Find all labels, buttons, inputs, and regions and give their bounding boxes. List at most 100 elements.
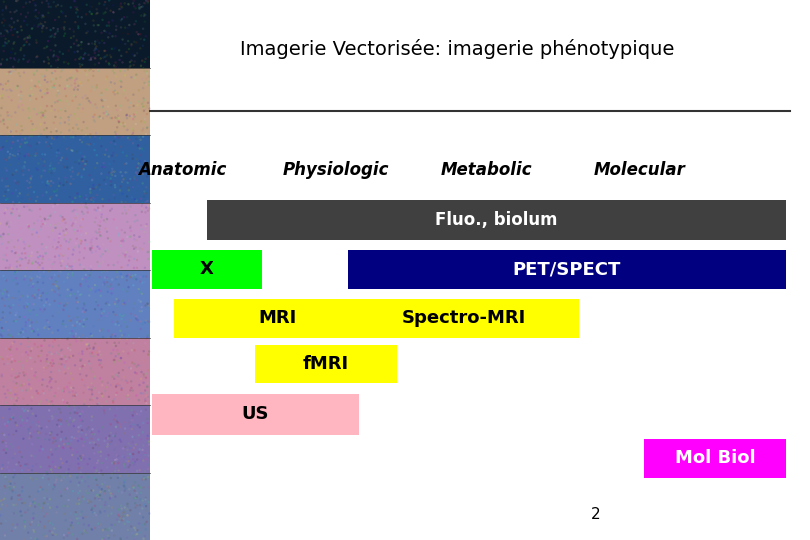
Point [112, 231, 125, 240]
Point [24, 259, 37, 268]
Point [0, 35, 12, 43]
Point [113, 334, 126, 343]
Point [66, 375, 79, 383]
Point [71, 104, 84, 112]
Point [79, 19, 92, 28]
Point [121, 168, 134, 177]
Point [52, 326, 65, 335]
Point [70, 508, 83, 517]
Point [6, 79, 19, 88]
Point [100, 338, 113, 347]
Point [64, 68, 77, 76]
Point [100, 273, 113, 282]
Point [3, 389, 16, 397]
Point [79, 307, 92, 316]
Point [28, 372, 41, 380]
Point [2, 355, 15, 363]
Point [139, 17, 151, 26]
Point [83, 272, 96, 280]
Point [137, 146, 150, 154]
Point [32, 254, 45, 263]
Point [79, 277, 92, 286]
Point [2, 326, 15, 334]
Point [2, 28, 15, 37]
Point [127, 359, 140, 368]
Point [129, 51, 142, 59]
Point [63, 316, 76, 325]
Point [43, 462, 56, 470]
Point [90, 10, 103, 18]
Point [0, 29, 7, 38]
Point [130, 155, 143, 164]
Point [26, 374, 39, 382]
Point [137, 98, 150, 106]
Point [8, 449, 21, 458]
Point [49, 16, 62, 24]
Point [14, 292, 27, 301]
Point [3, 483, 16, 491]
Point [135, 289, 148, 298]
Point [35, 347, 48, 355]
Point [54, 346, 67, 355]
Point [23, 434, 36, 443]
Point [32, 253, 45, 262]
Point [112, 372, 125, 381]
Point [4, 9, 17, 18]
Point [43, 267, 56, 276]
Point [65, 75, 78, 84]
Point [25, 391, 38, 400]
Point [56, 217, 69, 225]
Point [100, 51, 113, 59]
Point [46, 327, 59, 336]
Point [36, 70, 49, 78]
Point [45, 69, 58, 77]
Point [64, 289, 77, 298]
Point [112, 338, 125, 347]
Point [17, 368, 30, 377]
Point [19, 386, 32, 395]
Point [36, 13, 49, 22]
Point [83, 271, 96, 280]
Point [117, 90, 130, 99]
Point [128, 245, 141, 253]
Point [52, 272, 65, 280]
Point [40, 316, 53, 325]
Point [55, 360, 68, 369]
Point [23, 429, 36, 437]
Point [141, 383, 154, 391]
Point [117, 148, 130, 157]
Point [87, 85, 100, 94]
Point [61, 440, 74, 448]
Point [19, 254, 32, 262]
Point [88, 430, 101, 438]
FancyBboxPatch shape [0, 202, 150, 270]
Point [46, 401, 59, 409]
Point [135, 99, 148, 108]
Point [57, 226, 70, 235]
Point [5, 67, 18, 76]
Point [92, 47, 105, 56]
Point [89, 100, 102, 109]
Point [141, 172, 154, 181]
Point [84, 364, 97, 373]
Point [109, 142, 122, 151]
Point [79, 160, 92, 168]
Point [93, 134, 106, 143]
Point [61, 163, 74, 172]
Point [83, 185, 96, 193]
Point [134, 489, 147, 497]
Point [122, 133, 134, 142]
Point [95, 232, 108, 240]
Point [5, 112, 18, 121]
Point [19, 460, 32, 469]
Point [0, 461, 9, 469]
Point [62, 420, 75, 429]
Point [19, 348, 32, 356]
Point [68, 229, 81, 238]
Point [37, 389, 50, 397]
Point [127, 8, 140, 17]
Point [124, 316, 137, 325]
Point [130, 530, 143, 539]
Point [142, 0, 155, 7]
Point [2, 124, 15, 132]
